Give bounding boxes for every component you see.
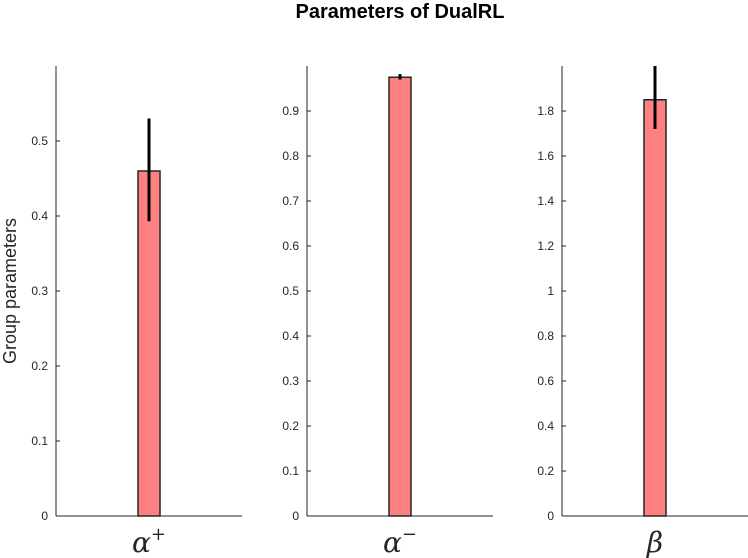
panels-group: 0 0.1 0.2 0.3 0.4 0.5 α+ 0 0.1 0.2 0.3 0.4 0.5 0.6 0.7… [31, 66, 748, 558]
panel-3: 0 0.2 0.4 0.6 0.8 1 1.2 1.4 1.6 1.8 β [537, 66, 748, 558]
y-tick-label: 0.2 [31, 359, 48, 373]
chart-title: Parameters of DualRL [296, 1, 505, 23]
y-tick-label: 0 [547, 509, 554, 523]
y-tick-label: 0.4 [31, 209, 48, 223]
y-tick-label: 0.3 [282, 374, 299, 388]
y-tick-label: 1.4 [537, 194, 554, 208]
y-tick-label: 0.6 [282, 239, 299, 253]
y-tick-label: 1 [547, 284, 554, 298]
y-tick-label: 0.3 [31, 284, 48, 298]
bar [137, 170, 161, 517]
y-tick-label: 1.8 [537, 104, 554, 118]
y-tick-label: 0.2 [537, 464, 554, 478]
y-tick-label: 0.1 [31, 434, 48, 448]
y-tick-label: 0.1 [282, 464, 299, 478]
y-axis-label: Group parameters [0, 218, 20, 364]
y-tick-label: 0.4 [282, 329, 299, 343]
panel-2: 0 0.1 0.2 0.3 0.4 0.5 0.6 0.7 0.8 0.9 α− [282, 66, 493, 558]
y-tick-label: 0.8 [282, 149, 299, 163]
bar [643, 99, 667, 517]
y-tick-label: 1.2 [537, 239, 554, 253]
y-tick-label: 0.2 [282, 419, 299, 433]
x-category-label: α− [383, 524, 417, 558]
panel-1: 0 0.1 0.2 0.3 0.4 0.5 α+ [31, 66, 242, 558]
y-tick-label: 0 [292, 509, 299, 523]
y-tick-label: 0.6 [537, 374, 554, 388]
y-tick-label: 0.4 [537, 419, 554, 433]
y-tick-label: 0.7 [282, 194, 299, 208]
x-category-label: β [646, 526, 663, 558]
bar [388, 76, 412, 517]
y-tick-label: 0.9 [282, 104, 299, 118]
y-tick-label: 0.5 [282, 284, 299, 298]
y-tick-label: 0.8 [537, 329, 554, 343]
y-tick-label: 0 [41, 509, 48, 523]
y-tick-label: 1.6 [537, 149, 554, 163]
x-category-label: α+ [132, 524, 166, 558]
y-tick-label: 0.5 [31, 134, 48, 148]
